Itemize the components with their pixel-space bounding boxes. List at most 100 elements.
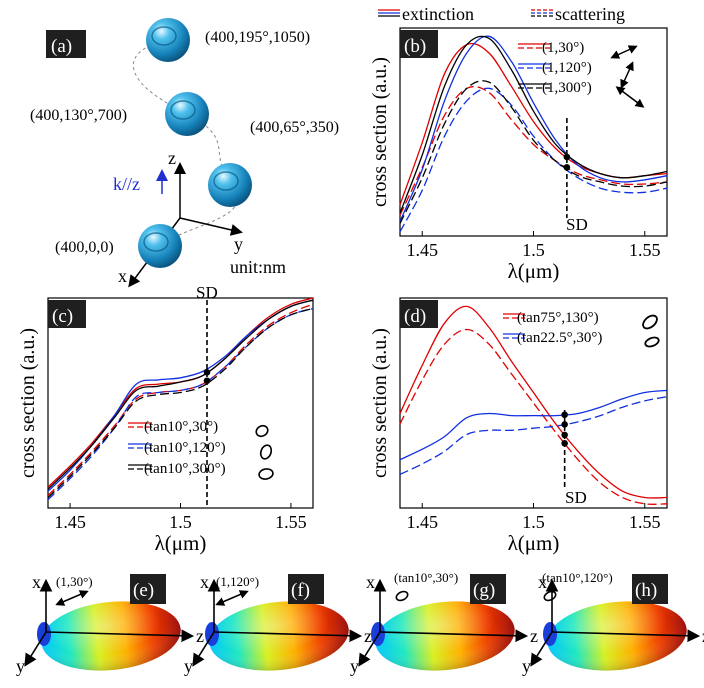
sphere-4 [138,224,182,268]
panel-tag-text: (b) [404,36,426,57]
pattern-z-label: z [196,626,204,646]
y-axis-label: cross section (a.u.) [369,57,391,207]
series-line [399,85,668,216]
panel-tag-text: (g) [473,580,495,601]
series-line [47,307,314,498]
sd-dot [563,153,571,161]
pattern-z-label: z [364,626,372,646]
radiation-lobe [375,601,515,671]
x-tick-label: 1.5 [522,240,545,260]
pattern-panel: xzy(tan10°,120°)(h) [522,570,704,676]
pattern-label: (1,120°) [216,574,259,589]
pattern-label: (1,30°) [56,574,93,589]
x-tick-label: 1.5 [522,512,545,532]
axis-y-label: y [234,234,243,254]
pattern-y-axis [192,631,215,667]
sphere-1 [146,18,190,62]
legend-entry: (tan22.5°,30°) [517,330,602,346]
chart-b-legend-arrows [610,45,645,108]
pattern-panel: xzy(tan10°,30°)(g) [350,570,538,676]
series-line [399,87,668,233]
pattern-y-label: y [184,656,193,676]
panel-tag: (b) [400,30,438,58]
sphere-3-label: (400,65°,350) [250,119,339,136]
sd-dot [561,440,568,447]
sphere-1-label: (400,195°,1050) [205,29,310,46]
sphere-2 [165,92,209,136]
pattern-panel: xzy(1,30°) (e) [16,572,204,676]
series-line [399,35,668,222]
x-tick-label: 1.45 [54,512,86,532]
x-tick-label: 1.55 [629,240,661,260]
pattern-y-axis [24,631,47,667]
y-axis [179,217,243,236]
panel-tag-text: (e) [133,580,154,601]
legend-scattering: scattering [555,4,625,24]
pattern-panel: xzy(1,120°) (f) [184,572,372,676]
pol-arrow-icon [610,45,638,59]
pattern-z-axis [551,629,701,643]
x-axis-label: λ(μm) [155,531,207,555]
y-axis-label: cross section (a.u.) [369,328,391,478]
legend-entry: (1,30°) [542,40,584,56]
x-axis-label: λ(μm) [508,259,560,283]
series-line [399,389,668,461]
chart-d: SD 1.45 1.5 1.55 λ(μm) cross section (a.u.) (d… [369,297,668,555]
sd-dot [203,369,211,376]
series-line [399,35,668,214]
pattern-panels: xzy(1,30°) (e) xzy(1,120°) (f) xzy(tan10°,30… [16,570,704,676]
legend-entry: (tan10°,30°) [144,419,218,435]
panel-tag-text: (c) [52,306,73,327]
sd-dot [561,421,568,428]
sd-label: SD [196,283,218,302]
ellipse-pol-icon [255,424,269,438]
pattern-z-label: z [702,626,704,646]
pattern-y-label: y [522,656,531,676]
panel-a: (a) z y x k//z (400,195°,1050) [30,18,339,288]
chart-c-legend-ellipses [255,424,274,480]
sd-label: SD [566,215,588,234]
pattern-y-axis [358,631,381,667]
pattern-z-axis [213,629,363,643]
helix-path [132,39,239,247]
pol-arrow-icon [55,590,89,606]
x-tick-label: 1.55 [275,512,307,532]
unit-label: unit:nm [230,257,286,277]
series-line [399,80,668,224]
sd-label: SD [565,488,587,507]
series-line [399,396,668,475]
series-line [47,303,314,496]
x-tick-label: 1.5 [169,512,192,532]
pattern-y-label: y [16,656,25,676]
pattern-x-label: x [366,572,375,592]
legend-extinction: extinction [402,4,474,24]
chart-c: SD 1.45 1.5 1.55 λ(μm) cross section (a.u.) (c… [17,283,314,555]
pol-arrow-icon [215,590,249,606]
sd-dot [563,164,571,171]
axis-x-label: x [118,266,127,286]
pattern-z-axis [379,629,529,643]
pol-arrow-icon [615,86,645,108]
panel-tag: (f) [288,574,324,604]
ellipse-pol-icon [543,590,557,602]
legend-entry: (1,300°) [542,80,592,96]
ellipse-pol-icon [395,590,409,602]
legend-entry: (tan10°,300°) [144,461,226,477]
panel-tag-text: (h) [635,580,657,601]
pattern-x-label: x [32,572,41,592]
x-tick-label: 1.55 [629,512,661,532]
sphere-2-label: (400,130°,700) [30,107,127,124]
legend-entry: (tan10°,120°) [144,440,226,456]
panel-tag: (h) [632,574,668,604]
ellipse-pol-icon [258,468,274,480]
k-label: k//z [113,174,140,194]
sphere-4-label: (400,0,0) [55,239,114,256]
pattern-z-label: z [530,626,538,646]
radiation-lobe [209,601,349,671]
pattern-x-label: x [200,572,209,592]
pattern-x-label: x [538,572,547,592]
ellipse-pol-icon [259,444,273,460]
pattern-y-label: y [350,656,359,676]
panel-tag-text: (d) [404,306,426,327]
